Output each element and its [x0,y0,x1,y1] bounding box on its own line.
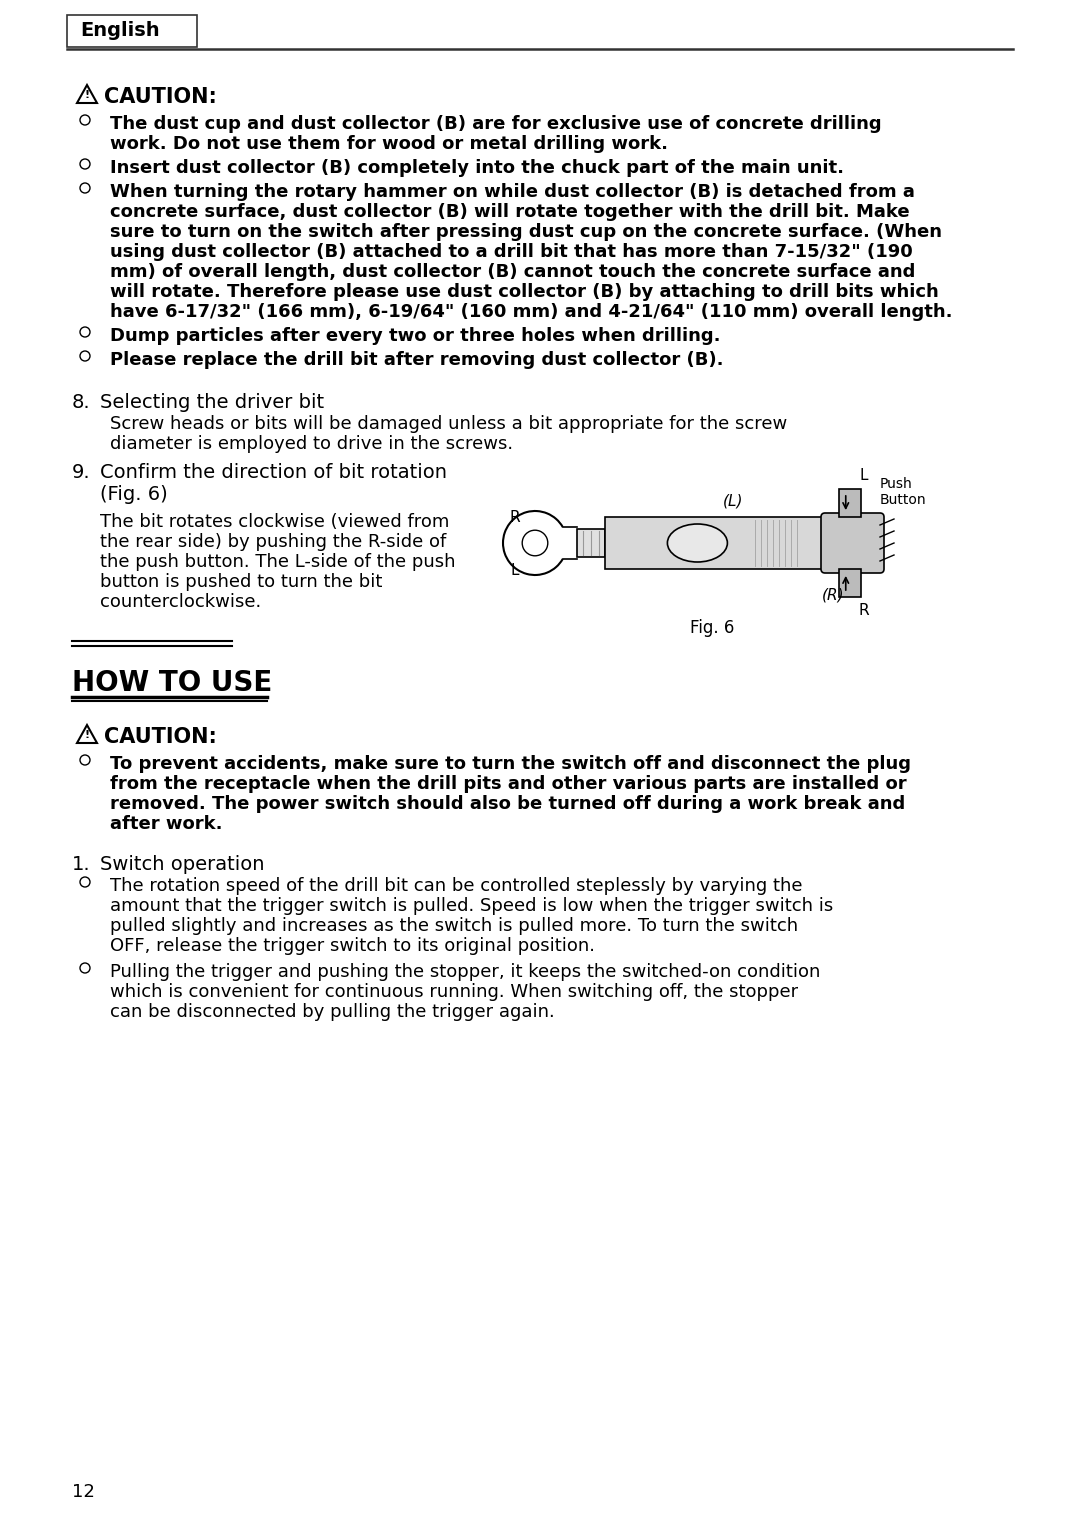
Text: When turning the rotary hammer on while dust collector (B) is detached from a: When turning the rotary hammer on while … [110,183,915,200]
Text: Fig. 6: Fig. 6 [690,619,734,638]
Text: R: R [859,602,869,618]
Text: Button: Button [880,492,927,508]
FancyBboxPatch shape [821,514,885,573]
Text: Selecting the driver bit: Selecting the driver bit [100,393,324,411]
Text: (Fig. 6): (Fig. 6) [100,485,167,505]
Text: CAUTION:: CAUTION: [104,87,217,107]
Text: Insert dust collector (B) completely into the chuck part of the main unit.: Insert dust collector (B) completely int… [110,159,843,177]
Text: !: ! [84,90,90,99]
Text: amount that the trigger switch is pulled. Speed is low when the trigger switch i: amount that the trigger switch is pulled… [110,898,834,914]
Text: removed. The power switch should also be turned off during a work break and: removed. The power switch should also be… [110,795,905,813]
Text: L: L [511,563,519,578]
Text: Dump particles after every two or three holes when drilling.: Dump particles after every two or three … [110,327,720,346]
Text: which is convenient for continuous running. When switching off, the stopper: which is convenient for continuous runni… [110,983,798,1001]
Text: counterclockwise.: counterclockwise. [100,593,261,612]
Text: HOW TO USE: HOW TO USE [72,670,272,697]
Text: L: L [860,468,868,483]
Text: the rear side) by pushing the R-side of: the rear side) by pushing the R-side of [100,534,446,550]
Text: sure to turn on the switch after pressing dust cup on the concrete surface. (Whe: sure to turn on the switch after pressin… [110,223,942,242]
Bar [839,569,861,596]
Text: will rotate. Therefore please use dust collector (B) by attaching to drill bits : will rotate. Therefore please use dust c… [110,283,939,301]
Text: 1.: 1. [72,855,91,875]
Text: pulled slightly and increases as the switch is pulled more. To turn the switch: pulled slightly and increases as the swi… [110,917,798,936]
Bar [577,529,605,557]
Text: Pulling the trigger and pushing the stopper, it keeps the switched-on condition: Pulling the trigger and pushing the stop… [110,963,821,982]
Ellipse shape [667,524,728,563]
Text: The dust cup and dust collector (B) are for exclusive use of concrete drilling: The dust cup and dust collector (B) are … [110,115,881,133]
Text: Screw heads or bits will be damaged unless a bit appropriate for the screw: Screw heads or bits will be damaged unle… [110,414,787,433]
Text: can be disconnected by pulling the trigger again.: can be disconnected by pulling the trigg… [110,1003,555,1021]
Text: English: English [80,21,160,40]
Text: Please replace the drill bit after removing dust collector (B).: Please replace the drill bit after remov… [110,352,724,368]
Text: Confirm the direction of bit rotation: Confirm the direction of bit rotation [100,463,447,482]
Text: 8.: 8. [72,393,91,411]
Bar [605,517,825,569]
Text: Push: Push [880,477,913,491]
Text: button is pushed to turn the bit: button is pushed to turn the bit [100,573,382,592]
Text: OFF, release the trigger switch to its original position.: OFF, release the trigger switch to its o… [110,937,595,956]
Text: the push button. The L-side of the push: the push button. The L-side of the push [100,553,456,570]
Text: Switch operation: Switch operation [100,855,265,875]
Text: using dust collector (B) attached to a drill bit that has more than 7-15/32" (19: using dust collector (B) attached to a d… [110,243,913,261]
Text: from the receptacle when the drill pits and other various parts are installed or: from the receptacle when the drill pits … [110,775,906,794]
Bar [839,489,861,517]
Text: mm) of overall length, dust collector (B) cannot touch the concrete surface and: mm) of overall length, dust collector (B… [110,263,916,281]
Text: have 6-17/32" (166 mm), 6-19/64" (160 mm) and 4-21/64" (110 mm) overall length.: have 6-17/32" (166 mm), 6-19/64" (160 mm… [110,303,953,321]
Text: diameter is employed to drive in the screws.: diameter is employed to drive in the scr… [110,434,513,453]
Text: To prevent accidents, make sure to turn the switch off and disconnect the plug: To prevent accidents, make sure to turn … [110,755,912,774]
Text: The bit rotates clockwise (viewed from: The bit rotates clockwise (viewed from [100,514,449,531]
FancyBboxPatch shape [67,15,197,47]
Text: after work.: after work. [110,815,222,833]
Text: !: ! [84,729,90,740]
Text: R: R [510,511,521,524]
Text: 12: 12 [72,1483,95,1501]
Text: CAUTION:: CAUTION: [104,726,217,748]
Text: 9.: 9. [72,463,91,482]
Text: concrete surface, dust collector (B) will rotate together with the drill bit. Ma: concrete surface, dust collector (B) wil… [110,203,909,222]
Text: (R): (R) [822,587,845,602]
Text: (L): (L) [723,494,743,509]
Text: The rotation speed of the drill bit can be controlled steplessly by varying the: The rotation speed of the drill bit can … [110,878,802,894]
Text: work. Do not use them for wood or metal drilling work.: work. Do not use them for wood or metal … [110,135,669,153]
